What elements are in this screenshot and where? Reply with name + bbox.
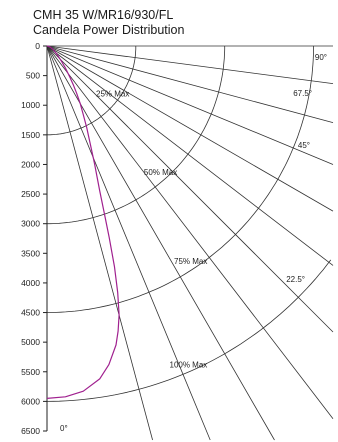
series-layer: [46, 45, 120, 399]
y-tick-label: 5500: [21, 367, 40, 377]
y-tick-label: 5000: [21, 337, 40, 347]
angle-line: [46, 45, 334, 165]
angle-label: 45°: [298, 141, 310, 150]
angle-label: 0°: [60, 424, 68, 433]
iso-arc-label: 100% Max: [170, 361, 208, 370]
angle-line: [46, 45, 334, 419]
angle-line: [46, 45, 334, 124]
y-axis: 0 500 1000 1500 2000 2500 3000 3500 4000 4500 5000…: [21, 41, 48, 436]
iso-arc: [47, 46, 137, 136]
angle-line: [46, 45, 334, 212]
angle-label: 90°: [315, 53, 327, 62]
y-tick-label: 4000: [21, 278, 40, 288]
y-tick-label: 2500: [21, 189, 40, 199]
y-tick-label: 4500: [21, 308, 40, 318]
iso-arc-label: 75% Max: [174, 257, 207, 266]
angle-line: [46, 45, 275, 441]
angle-label: 22.5°: [286, 275, 305, 284]
angle-line: [46, 45, 334, 85]
y-tick-label: 3000: [21, 219, 40, 229]
y-tick-label: 1000: [21, 100, 40, 110]
label-layer: 25% Max 50% Max 75% Max 100% Max 0° 22.5° 45° 6…: [60, 53, 327, 433]
iso-arc-label: 25% Max: [96, 90, 129, 99]
angle-line: [46, 45, 153, 441]
iso-arc: [47, 46, 314, 313]
y-tick-label: 500: [26, 71, 40, 81]
candela-curve: [46, 45, 120, 399]
chart-title-block: CMH 35 W/MR16/930/FL Candela Power Distr…: [33, 8, 184, 38]
angle-label: 67.5°: [293, 89, 312, 98]
y-tick-label: 0: [35, 41, 40, 51]
y-tick-label: 6000: [21, 396, 40, 406]
grid-layer: [46, 45, 334, 441]
y-tick-label: 2000: [21, 159, 40, 169]
iso-arc-label: 50% Max: [144, 168, 177, 177]
angle-line: [46, 45, 334, 333]
angle-line: [46, 45, 334, 266]
angle-line: [46, 45, 211, 441]
chart-title: CMH 35 W/MR16/930/FL: [33, 8, 174, 22]
y-tick-label: 6500: [21, 426, 40, 436]
y-tick-label: 3500: [21, 248, 40, 258]
iso-arc: [47, 46, 226, 225]
chart-subtitle: Candela Power Distribution: [33, 23, 185, 37]
y-tick-label: 1500: [21, 130, 40, 140]
iso-arc: [46, 259, 332, 402]
